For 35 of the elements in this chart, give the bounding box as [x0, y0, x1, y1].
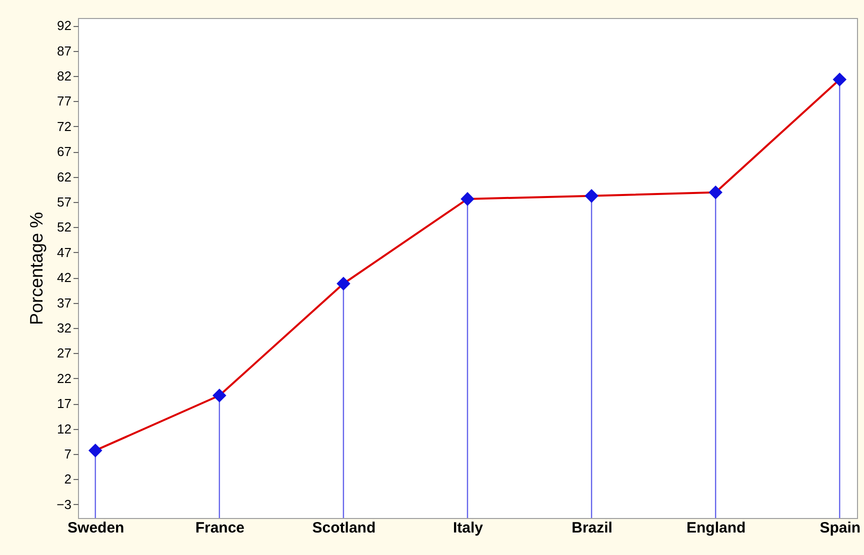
y-axis-title: Porcentage % [26, 212, 47, 326]
y-tick-label: 47 [57, 244, 72, 260]
point [460, 192, 474, 206]
y-tick-label: 72 [57, 118, 72, 134]
y-tick-label: 92 [57, 18, 72, 34]
y-tick-label: 12 [57, 421, 72, 436]
x-tick-label: Brazil [572, 520, 612, 536]
point [584, 189, 598, 203]
x-tick-label: Spain [820, 520, 861, 536]
point [336, 276, 350, 291]
y-tick-label: 52 [57, 220, 72, 235]
x-tick-label: Sweden [68, 520, 124, 536]
point [708, 186, 722, 200]
y-tick-label: 67 [57, 144, 72, 160]
y-tick-label: 57 [57, 194, 72, 210]
x-tick-label: England [686, 520, 746, 536]
y-tick-label: 82 [57, 68, 72, 84]
y-tick-label: 17 [57, 396, 72, 412]
point [832, 72, 847, 86]
y-tick-label: 77 [57, 94, 72, 109]
x-tick-label: France [195, 520, 245, 536]
point [212, 388, 226, 402]
y-tick-label: 22 [57, 370, 72, 386]
y-tick-label: 7 [64, 446, 72, 462]
y-tick-label: 2 [64, 472, 72, 487]
y-tick-label: 37 [57, 295, 72, 310]
y-tick-label: 62 [57, 169, 72, 184]
y-tick-label: −3 [56, 496, 72, 512]
y-tick-label: 42 [57, 270, 72, 286]
x-tick-label: Scotland [312, 520, 376, 536]
y-tick-label: 27 [57, 346, 72, 361]
x-tick-label: Italy [452, 520, 484, 536]
y-tick-label: 87 [57, 43, 72, 58]
point [88, 444, 102, 458]
y-tick-label: 32 [57, 320, 72, 336]
